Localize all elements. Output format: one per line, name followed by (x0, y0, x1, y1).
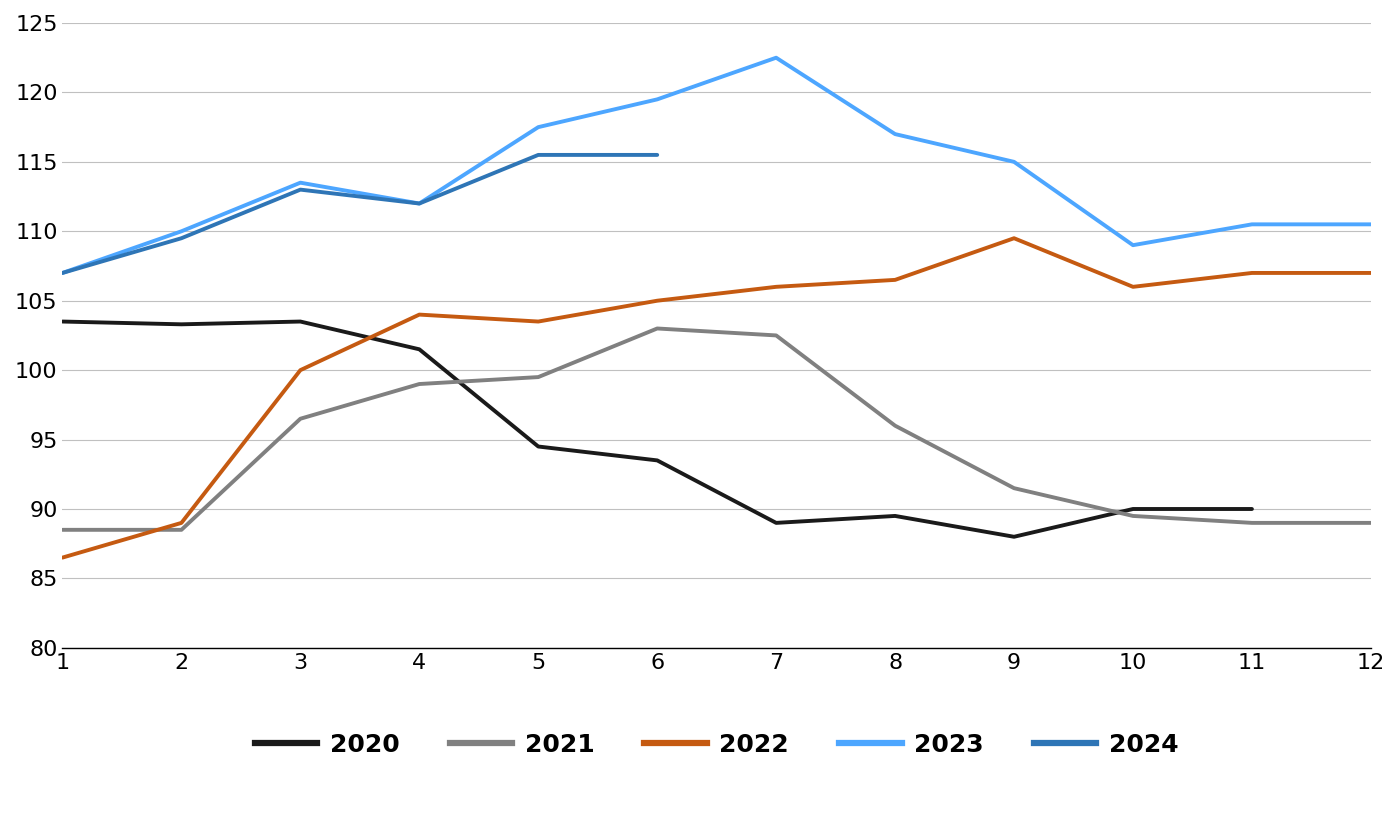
Legend: 2020, 2021, 2022, 2023, 2024: 2020, 2021, 2022, 2023, 2024 (245, 723, 1189, 767)
